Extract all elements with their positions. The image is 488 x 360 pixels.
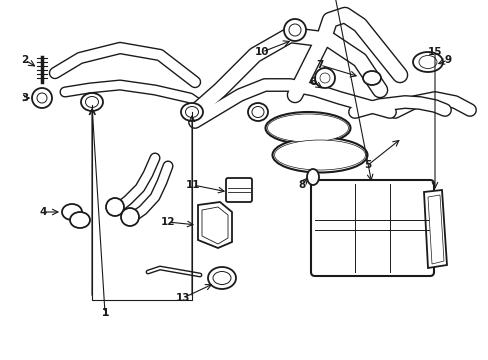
Text: 3: 3 (21, 93, 29, 103)
Ellipse shape (265, 112, 350, 144)
Ellipse shape (274, 140, 365, 170)
Ellipse shape (185, 107, 198, 117)
Ellipse shape (207, 267, 236, 289)
Ellipse shape (62, 204, 82, 220)
Text: 5: 5 (364, 160, 371, 170)
Ellipse shape (306, 169, 318, 185)
Text: 12: 12 (161, 217, 175, 227)
Circle shape (37, 93, 47, 103)
FancyBboxPatch shape (310, 180, 433, 276)
Text: 9: 9 (444, 55, 450, 65)
Text: 4: 4 (39, 207, 46, 217)
Text: 1: 1 (101, 308, 108, 318)
Text: 15: 15 (427, 47, 441, 57)
Ellipse shape (70, 212, 90, 228)
Ellipse shape (412, 52, 442, 72)
Text: 7: 7 (316, 60, 323, 70)
Ellipse shape (418, 55, 436, 68)
Circle shape (106, 198, 124, 216)
Polygon shape (427, 195, 443, 264)
Circle shape (288, 24, 301, 36)
Polygon shape (198, 202, 231, 248)
Ellipse shape (213, 271, 230, 284)
Ellipse shape (81, 93, 103, 111)
Text: 8: 8 (298, 180, 305, 190)
Ellipse shape (362, 71, 380, 85)
Polygon shape (202, 207, 227, 244)
Ellipse shape (267, 114, 348, 142)
Circle shape (319, 73, 329, 83)
Text: 13: 13 (175, 293, 190, 303)
Circle shape (314, 68, 334, 88)
Ellipse shape (181, 103, 203, 121)
Ellipse shape (251, 107, 264, 117)
Text: 1: 1 (101, 308, 108, 318)
Text: 6: 6 (309, 77, 316, 87)
FancyBboxPatch shape (225, 178, 251, 202)
Ellipse shape (272, 138, 367, 172)
Text: 2: 2 (21, 55, 29, 65)
Ellipse shape (247, 103, 267, 121)
Circle shape (32, 88, 52, 108)
Polygon shape (423, 190, 446, 268)
Ellipse shape (85, 96, 98, 108)
Circle shape (284, 19, 305, 41)
Circle shape (121, 208, 139, 226)
Text: 10: 10 (254, 47, 269, 57)
Text: 11: 11 (185, 180, 200, 190)
